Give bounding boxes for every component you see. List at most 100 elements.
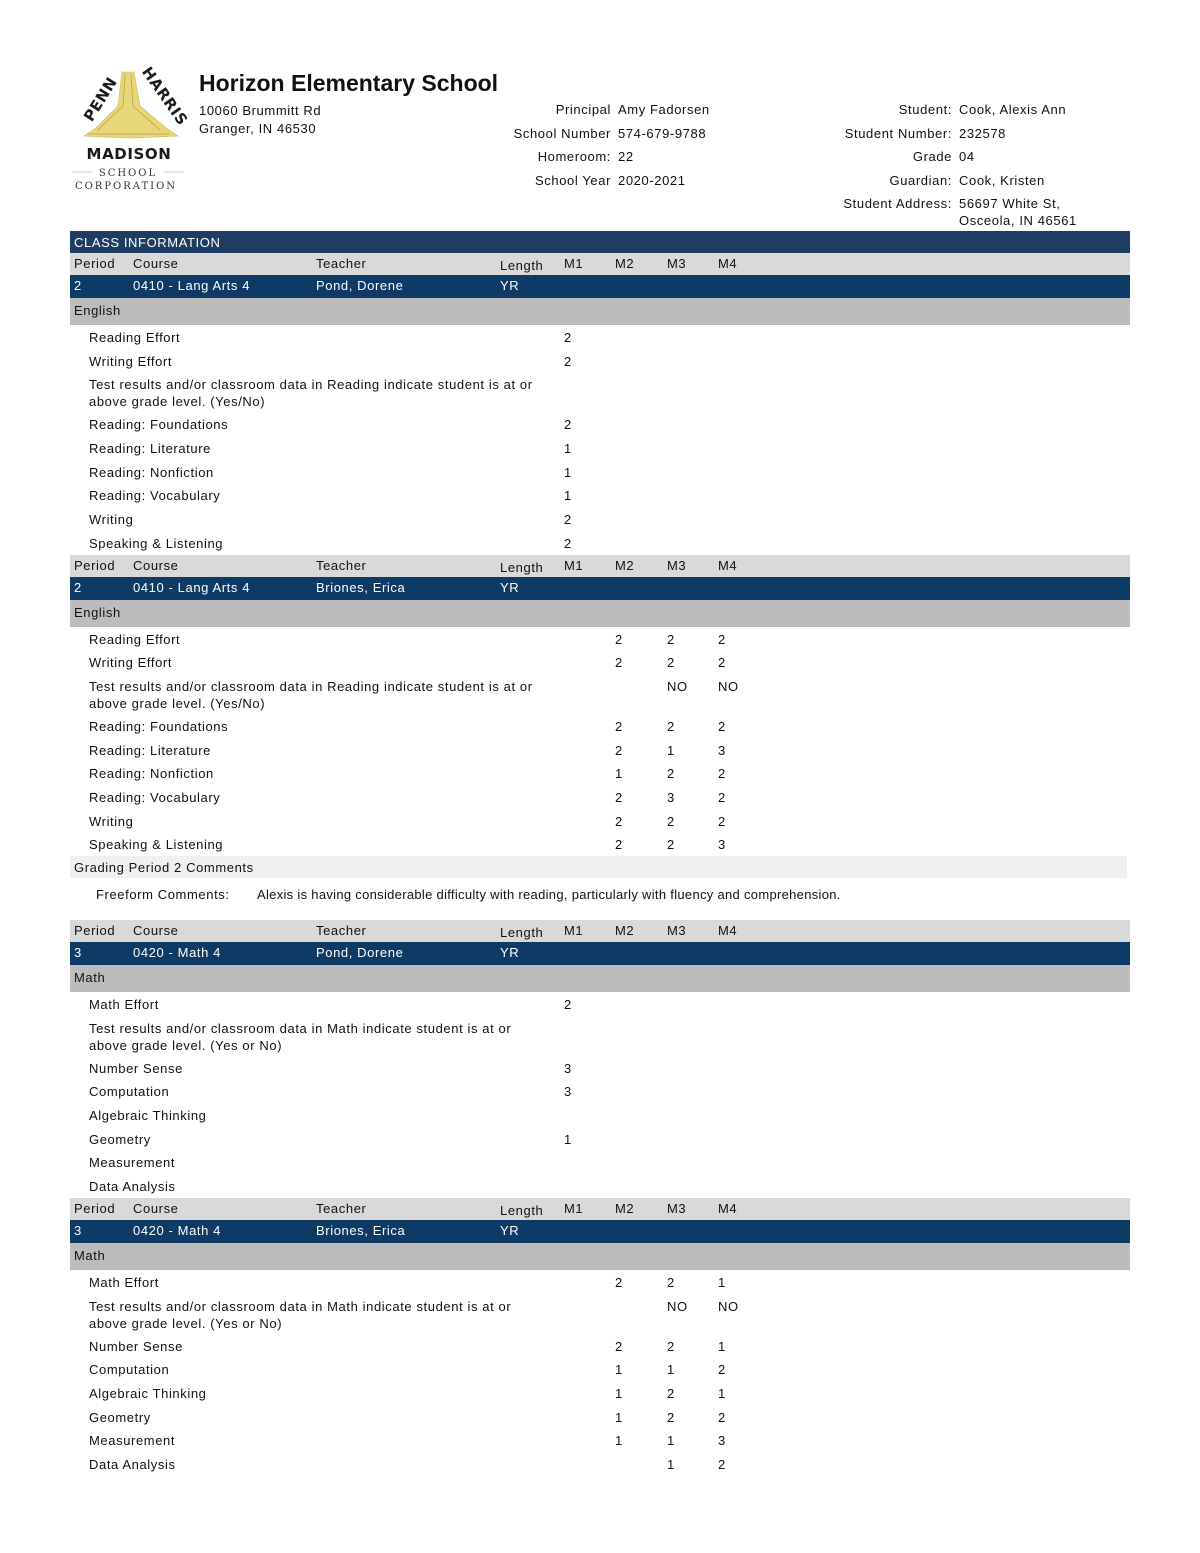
course-teacher: Pond, Dorene — [316, 278, 404, 293]
grade-m1: 2 — [564, 353, 572, 369]
class-information-table: CLASS INFORMATION Period Course Teacher Len… — [70, 231, 1130, 1476]
course-period: 3 — [74, 1222, 82, 1238]
grade-m4: 2 — [718, 1409, 726, 1425]
course-teacher: Briones, Erica — [316, 1222, 406, 1238]
grade-m4: 1 — [718, 1274, 726, 1290]
standard-name: Reading: Nonfiction — [89, 766, 214, 782]
standard-name: Number Sense — [89, 1060, 183, 1076]
grade-m3: 1 — [667, 1433, 675, 1449]
grade-m2: 2 — [615, 837, 623, 853]
school-info-value: 574-679-9788 — [618, 125, 707, 141]
standard-name: Reading: Literature — [89, 742, 211, 758]
grade-m2: 2 — [615, 1274, 623, 1290]
grade-m2: 2 — [615, 742, 623, 758]
standard-row: Reading: Vocabulary 2 3 2 — [70, 785, 1130, 809]
column-header-length: Length — [500, 258, 544, 273]
grade-m4: 2 — [718, 813, 726, 829]
column-header-m4: M4 — [718, 923, 738, 938]
column-header-m2: M2 — [615, 256, 635, 271]
course-length: YR — [500, 1222, 520, 1238]
column-header-length: Length — [500, 559, 544, 575]
column-header-m3: M3 — [667, 557, 687, 573]
grade-m4: NO — [718, 1298, 739, 1314]
column-header-m1: M1 — [564, 1200, 584, 1216]
subject-row: Math — [70, 1242, 1130, 1270]
standard-row: Geometry 1 — [70, 1127, 1130, 1151]
grade-m1: 1 — [564, 1131, 572, 1147]
standard-name: Reading Effort — [89, 330, 181, 345]
grade-m2: 2 — [615, 631, 623, 647]
school-info-label: Principal — [555, 102, 611, 117]
standard-name: Writing — [89, 512, 134, 528]
standard-row: Writing Effort 2 2 2 — [70, 650, 1130, 674]
column-header-teacher: Teacher — [316, 1200, 367, 1216]
standard-name: Test results and/or classroom data in Ma… — [89, 1298, 512, 1314]
standard-row: Geometry 1 2 2 — [70, 1405, 1130, 1429]
grade-m2: 1 — [615, 1409, 623, 1425]
grade-m4: 2 — [718, 789, 726, 805]
grade-m2: 1 — [615, 766, 623, 782]
subject-row: Math — [70, 965, 1130, 992]
grade-m2: 1 — [615, 1433, 623, 1449]
student-info-value: Cook, Kristen — [959, 172, 1045, 188]
grade-m4: 2 — [718, 718, 726, 734]
grade-m3: 1 — [667, 742, 675, 758]
grade-m1: 2 — [564, 330, 572, 345]
standard-name: Writing Effort — [89, 655, 173, 671]
column-header-row: Period Course Teacher Length M1 M2 M3 M4 — [70, 920, 1130, 942]
standard-name: Data Analysis — [89, 1179, 176, 1195]
column-header-m2: M2 — [615, 923, 635, 938]
column-header-m1: M1 — [564, 557, 584, 573]
standard-name: Algebraic Thinking — [89, 1385, 207, 1401]
grade-m3: 2 — [667, 766, 675, 782]
school-info-value: 22 — [618, 149, 634, 164]
grade-m2: 2 — [615, 813, 623, 829]
student-info-value: Cook, Alexis Ann — [959, 102, 1067, 117]
school-address-line2: Granger, IN 46530 — [199, 121, 317, 136]
column-header-row: Period Course Teacher Length M1 M2 M3 M4 — [70, 253, 1130, 275]
grade-m2: 2 — [615, 789, 623, 805]
school-address-line1: 10060 Brummitt Rd — [199, 103, 322, 118]
standard-name: Reading Effort — [89, 631, 181, 647]
subject-name: Math — [74, 1247, 106, 1263]
standard-name: Geometry — [89, 1409, 151, 1425]
student-info-value: 56697 White St, — [959, 196, 1061, 211]
standard-name: Test results and/or classroom data in Re… — [89, 377, 533, 393]
standard-row: Computation 3 — [70, 1079, 1130, 1103]
standard-row: Reading Effort 2 2 2 — [70, 627, 1130, 651]
standard-row: Algebraic Thinking 1 2 1 — [70, 1381, 1130, 1405]
svg-text:SCHOOL: SCHOOL — [99, 168, 157, 179]
student-info-label: Student: — [898, 102, 952, 117]
standard-row: Reading Effort 2 — [70, 325, 1130, 349]
grade-m2: 1 — [615, 1362, 623, 1378]
grade-m4: 3 — [718, 837, 726, 853]
column-header-m3: M3 — [667, 1200, 687, 1216]
standard-name-line2: above grade level. (Yes/No) — [89, 394, 266, 410]
column-header-m2: M2 — [615, 1200, 635, 1216]
grade-m3: 3 — [667, 789, 675, 805]
standard-row: Reading: Literature 1 — [70, 436, 1130, 460]
course-period: 3 — [74, 945, 82, 960]
student-info-value-line2: Osceola, IN 46561 — [959, 213, 1077, 228]
grade-m4: 2 — [718, 1456, 726, 1472]
grade-m3: 2 — [667, 718, 675, 734]
standard-name: Reading: Foundations — [89, 718, 229, 734]
subject-row: English — [70, 298, 1130, 325]
grade-m4: 2 — [718, 655, 726, 671]
svg-text:CORPORATION: CORPORATION — [75, 181, 177, 192]
student-info-value: 232578 — [959, 125, 1006, 141]
grade-m4: 2 — [718, 766, 726, 782]
grade-m1: 2 — [564, 535, 572, 551]
grade-m2: 2 — [615, 1338, 623, 1354]
column-header-period: Period — [74, 557, 116, 573]
grade-m4: 1 — [718, 1385, 726, 1401]
standard-row: Test results and/or classroom data in Re… — [70, 372, 1130, 412]
column-header-m3: M3 — [667, 923, 687, 938]
grade-m2: 2 — [615, 655, 623, 671]
grade-m3: 2 — [667, 1409, 675, 1425]
grade-m4: 2 — [718, 631, 726, 647]
standard-name: Computation — [89, 1084, 170, 1100]
column-header-course: Course — [133, 923, 179, 938]
district-logo: PENN HARRIS MADISON SCHOOL CORPORATION — [72, 66, 190, 192]
column-header-teacher: Teacher — [316, 557, 367, 573]
